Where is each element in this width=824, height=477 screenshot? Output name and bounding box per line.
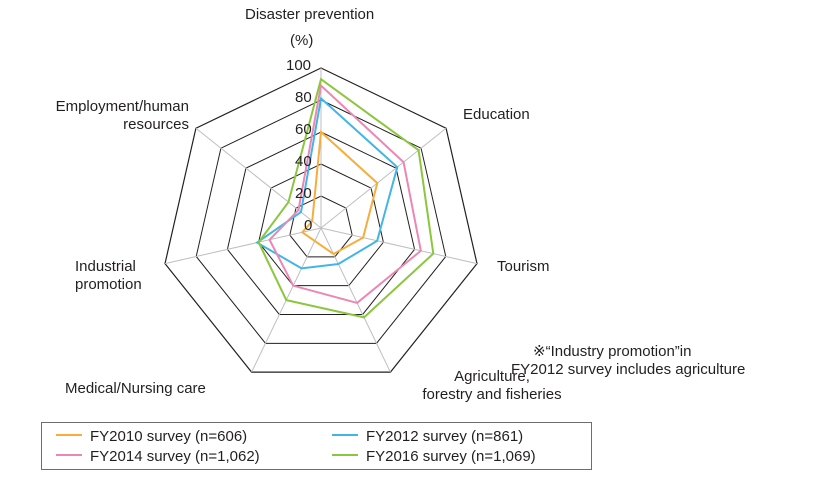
series-line-0 — [300, 129, 379, 256]
tick-label-100: 100 — [286, 57, 312, 74]
category-label-5-line-1: promotion — [75, 276, 142, 293]
tick-label-80: 80 — [295, 89, 312, 106]
legend-label-fy2010: FY2010 survey (n=606) — [90, 428, 248, 445]
footnote-line-2: FY2012 survey includes agriculture — [511, 361, 746, 378]
series-line-2 — [268, 83, 422, 305]
legend-item-fy2016: FY2016 survey (n=1,069) — [332, 447, 536, 467]
category-label-3: Agriculture, forestry and fisheries — [407, 368, 577, 404]
category-label-0: Disaster prevention — [245, 6, 374, 24]
legend-label-fy2012: FY2012 survey (n=861) — [366, 428, 524, 445]
legend-item-fy2010: FY2010 survey (n=606) — [56, 427, 247, 447]
legend: FY2010 survey (n=606) FY2012 survey (n=8… — [41, 422, 592, 470]
footnote: ※“Industry promotion”in FY2012 survey in… — [511, 343, 745, 379]
legend-swatch-fy2014 — [56, 454, 82, 457]
grid-ring-100 — [164, 67, 478, 373]
grid-ring-60 — [226, 131, 416, 315]
grid-ring-80 — [195, 99, 447, 344]
category-label-1: Education — [463, 106, 530, 124]
series-line-3 — [257, 77, 435, 319]
series-line-1 — [255, 96, 399, 270]
category-label-4: Medical/Nursing care — [65, 380, 206, 398]
axis-unit-label: (%) — [290, 32, 314, 49]
legend-swatch-fy2016 — [332, 454, 358, 457]
radar-series — [255, 77, 435, 319]
category-label-6-line-0: Employment/human — [55, 98, 189, 115]
legend-label-fy2016: FY2016 survey (n=1,069) — [366, 448, 536, 465]
spoke-6 — [195, 127, 322, 229]
category-label-3-line-0: Agriculture, — [454, 368, 530, 385]
tick-label-40: 40 — [295, 153, 312, 170]
category-label-6-line-1: resources — [123, 116, 189, 133]
category-label-3-line-1: forestry and fisheries — [422, 386, 562, 403]
category-label-5-line-0: Industrial — [75, 258, 136, 275]
legend-swatch-fy2010 — [56, 434, 82, 437]
tick-label-20: 20 — [295, 185, 312, 202]
category-label-2: Tourism — [497, 258, 550, 276]
footnote-line-1: ※“Industry promotion”in — [533, 343, 692, 360]
category-label-0-line-0: Disaster prevention — [245, 6, 375, 23]
tick-label-0: 0 — [304, 217, 313, 234]
category-label-5: Industrial promotion — [75, 258, 142, 294]
spoke-2 — [320, 227, 478, 265]
legend-swatch-fy2012 — [332, 434, 358, 437]
spoke-5 — [164, 227, 322, 265]
category-label-2-line-0: Tourism — [497, 258, 550, 275]
legend-label-fy2014: FY2014 survey (n=1,062) — [90, 448, 260, 465]
radar-axes — [164, 68, 478, 373]
spoke-3 — [320, 227, 391, 373]
category-label-6: Employment/human resources — [9, 98, 189, 134]
legend-item-fy2014: FY2014 survey (n=1,062) — [56, 447, 260, 467]
tick-label-60: 60 — [295, 121, 312, 138]
spoke-1 — [320, 127, 447, 229]
legend-item-fy2012: FY2012 survey (n=861) — [332, 427, 523, 447]
category-label-4-line-0: Medical/Nursing care — [65, 380, 206, 397]
category-label-1-line-0: Education — [463, 106, 530, 123]
